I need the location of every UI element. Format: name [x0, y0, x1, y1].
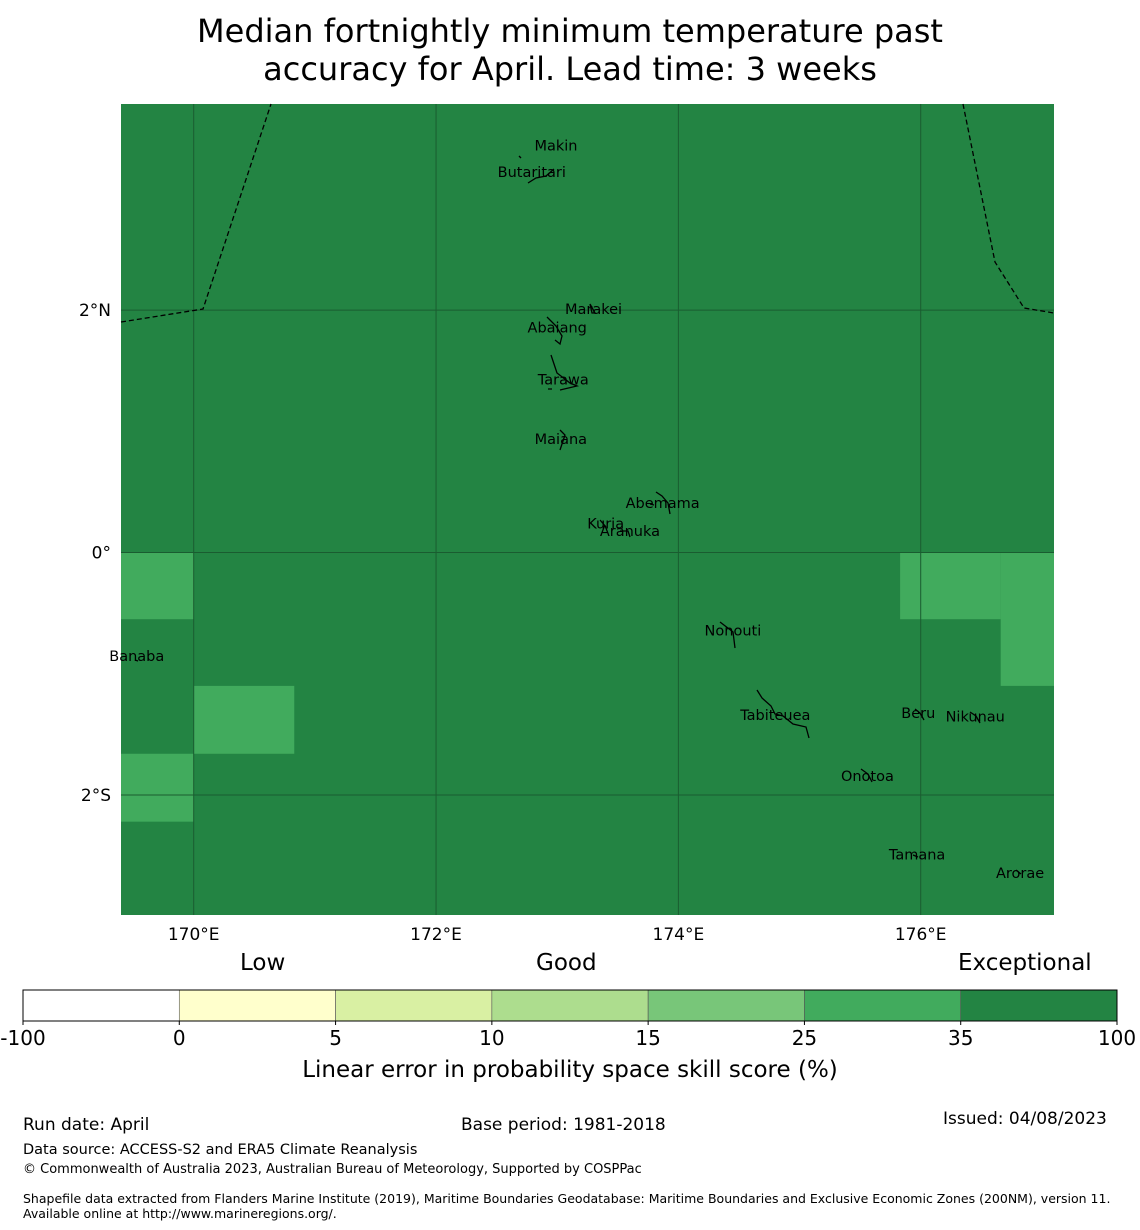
island-label-aranuka: Aranuka	[600, 524, 660, 540]
legend-tick-label: 0	[173, 1026, 186, 1050]
island-label-tarawa: Tarawa	[537, 372, 589, 388]
island-label-kuria: Kuria	[587, 517, 624, 533]
map-title-line1: Median fortnightly minimum temperature p…	[197, 12, 943, 50]
map-title-line2: accuracy for April. Lead time: 3 weeks	[263, 50, 877, 88]
legend-swatch	[960, 989, 1118, 1022]
island-label-beru: Beru	[901, 706, 935, 722]
skill-field-exceptional	[121, 104, 1054, 915]
legend-tick-label: 5	[329, 1026, 342, 1050]
legend-tick-label: 25	[792, 1026, 817, 1050]
island-label-tabiteuea: Tabiteuea	[739, 708, 810, 724]
island-coastline	[912, 854, 919, 858]
island-label-abaiang: Abaiang	[528, 320, 587, 336]
run-date: Run date: April	[23, 1115, 150, 1135]
latitude-tick-label: 2°S	[81, 786, 111, 806]
island-coastline	[599, 519, 631, 538]
copyright-notice: © Commonwealth of Australia 2023, Austra…	[23, 1162, 642, 1177]
legend-swatch	[22, 989, 180, 1022]
legend-swatch	[804, 989, 962, 1022]
legend-tick-label: 100	[1098, 1026, 1136, 1050]
island-coastline	[860, 768, 873, 783]
island-label-banaba: Banaba	[109, 649, 164, 665]
island-coastline	[559, 429, 566, 451]
longitude-tick-label: 172°E	[410, 925, 462, 945]
island-coastline	[969, 711, 981, 724]
shapefile-credit: Shapefile data extracted from Flanders M…	[23, 1191, 1111, 1221]
island-label-onotoa: Onotoa	[841, 769, 894, 785]
skill-cell-25-35	[193, 685, 295, 754]
base-period: Base period: 1981-2018	[461, 1115, 666, 1135]
skill-cell-25-35	[1000, 552, 1054, 686]
eez-boundary-east	[962, 103, 1055, 314]
island-coastline	[518, 155, 522, 159]
island-coastline	[546, 316, 563, 346]
eez-boundary-west	[120, 103, 272, 323]
data-source: Data source: ACCESS-S2 and ERA5 Climate …	[23, 1142, 418, 1158]
island-label-maiana: Maiana	[535, 432, 587, 448]
longitude-tick-label: 174°E	[653, 925, 705, 945]
legend-swatch	[647, 989, 805, 1022]
island-coastline	[527, 168, 555, 184]
legend-tick-label: 15	[635, 1026, 660, 1050]
legend-swatch	[491, 989, 649, 1022]
latitude-tick-label: 0°	[92, 544, 111, 564]
island-label-nikunau: Nikunau	[946, 709, 1005, 725]
island-label-abemama: Abemama	[626, 496, 700, 512]
island-coastline	[134, 659, 139, 662]
island-coastline	[548, 354, 580, 391]
skill-cell-25-35	[900, 552, 1001, 620]
island-label-tamana: Tamana	[888, 848, 945, 864]
legend-category-low: Low	[240, 950, 286, 976]
island-label-nonouti: Nonouti	[705, 623, 762, 639]
island-coastline	[589, 303, 597, 314]
legend-tick-label: 35	[948, 1026, 973, 1050]
island-label-arorae: Arorae	[996, 866, 1044, 882]
issued-date: Issued: 04/08/2023	[943, 1109, 1107, 1129]
island-label-makin: Makin	[534, 138, 577, 154]
legend-swatch	[335, 989, 493, 1022]
island-label-marakei: Marakei	[565, 302, 622, 318]
legend-frame	[22, 989, 1118, 1022]
legend-tick-label: -100	[0, 1026, 45, 1050]
legend-axis-label: Linear error in probability space skill …	[302, 1057, 838, 1083]
latitude-tick-label: 2°N	[79, 301, 111, 321]
island-coastline	[1015, 869, 1022, 875]
longitude-tick-label: 170°E	[168, 925, 220, 945]
island-coastline	[719, 621, 736, 649]
skill-cell-25-35	[121, 552, 194, 620]
legend-swatch	[178, 989, 336, 1022]
longitude-tick-label: 176°E	[895, 925, 947, 945]
island-coastline	[914, 708, 925, 721]
legend-tick-label: 10	[479, 1026, 504, 1050]
legend-category-exceptional: Exceptional	[958, 950, 1092, 976]
island-coastline	[756, 689, 810, 739]
island-coastline	[649, 491, 671, 515]
skill-cell-25-35	[121, 753, 194, 822]
legend-category-good: Good	[536, 950, 597, 976]
island-label-butaritari: Butaritari	[498, 165, 566, 181]
